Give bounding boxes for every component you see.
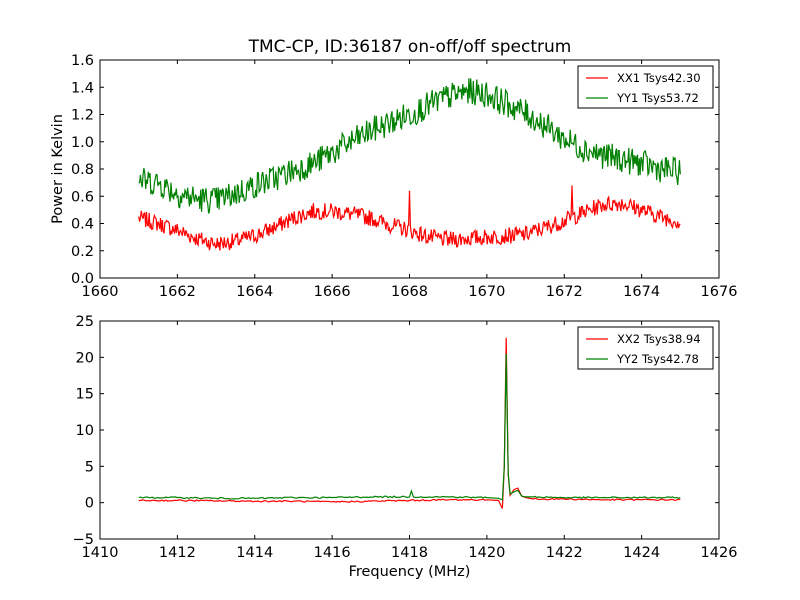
- y-tick-label: 0.6: [71, 189, 94, 205]
- y-tick-label: 1.6: [71, 53, 94, 69]
- y-tick-label: 5: [85, 459, 94, 475]
- legend-box: [577, 326, 714, 370]
- y-tick-label: 1.0: [71, 135, 94, 151]
- y-tick-label: 0.0: [71, 271, 94, 287]
- legend-1: XX1 Tsys42.30 YY1 Tsys53.72: [577, 65, 714, 109]
- x-axis-title: Frequency (MHz): [349, 564, 471, 580]
- x-tick-label: 1666: [314, 284, 351, 300]
- chart-panel-1: 1660 1662 1664 1666 1668 1670 1672 1674 1676 0.0 0…: [50, 53, 737, 300]
- series-line-1-1: [138, 185, 681, 251]
- legend-2: XX2 Tsys38.94 YY2 Tsys42.78: [577, 326, 714, 370]
- x-tick-label: 1422: [546, 545, 583, 561]
- legend-label: XX1 Tsys42.30: [617, 71, 701, 85]
- x-tick-label: 1424: [623, 545, 660, 561]
- y-tick-label: 20: [76, 350, 94, 366]
- figure-title: TMC-CP, ID:36187 on-off/off spectrum: [248, 37, 572, 57]
- x-tick-label: 1660: [82, 284, 119, 300]
- series-line-2-1: [138, 337, 681, 509]
- x-tick-label: 1410: [82, 545, 119, 561]
- x-tick-label: 1420: [468, 545, 505, 561]
- y-tick-label: 15: [76, 387, 94, 403]
- y-tick-label: 25: [76, 314, 94, 330]
- x-tick-label: 1412: [159, 545, 196, 561]
- plot-area: 1660 1662 1664 1666 1668 1670 1672 1674 1676 0.0 0…: [50, 53, 737, 580]
- y-tick-label: 0.8: [71, 162, 94, 178]
- series-line-2-2: [138, 353, 681, 501]
- legend-label: YY1 Tsys53.72: [616, 91, 699, 105]
- y-tick-label: 0: [85, 496, 94, 512]
- y-axis-title: Power in Kelvin: [50, 114, 66, 224]
- y-tick-label: 1.4: [71, 80, 94, 96]
- legend-label: YY2 Tsys42.78: [616, 352, 699, 366]
- chart-panel-2: 1410 1412 1414 1416 1418 1420 1422 1424 1426 −5 0 5…: [73, 314, 738, 580]
- y-tick-label: 0.4: [71, 217, 94, 233]
- y-tick-label: 1.2: [71, 108, 94, 124]
- y-tick-label: 10: [76, 423, 94, 439]
- legend-box: [577, 65, 714, 109]
- x-tick-label: 1416: [314, 545, 351, 561]
- x-tick-label: 1668: [391, 284, 428, 300]
- x-tick-label: 1414: [236, 545, 273, 561]
- y-tick-label: −5: [73, 532, 94, 548]
- x-tick-label: 1674: [623, 284, 660, 300]
- x-tick-label: 1670: [468, 284, 505, 300]
- series-line-1-2: [138, 78, 681, 214]
- x-tick-label: 1426: [701, 545, 738, 561]
- x-tick-label: 1676: [701, 284, 738, 300]
- x-tick-label: 1418: [391, 545, 428, 561]
- x-tick-label: 1662: [159, 284, 196, 300]
- x-tick-label: 1672: [546, 284, 583, 300]
- legend-label: XX2 Tsys38.94: [617, 332, 701, 346]
- y-tick-label: 0.2: [71, 244, 94, 260]
- x-tick-label: 1664: [236, 284, 273, 300]
